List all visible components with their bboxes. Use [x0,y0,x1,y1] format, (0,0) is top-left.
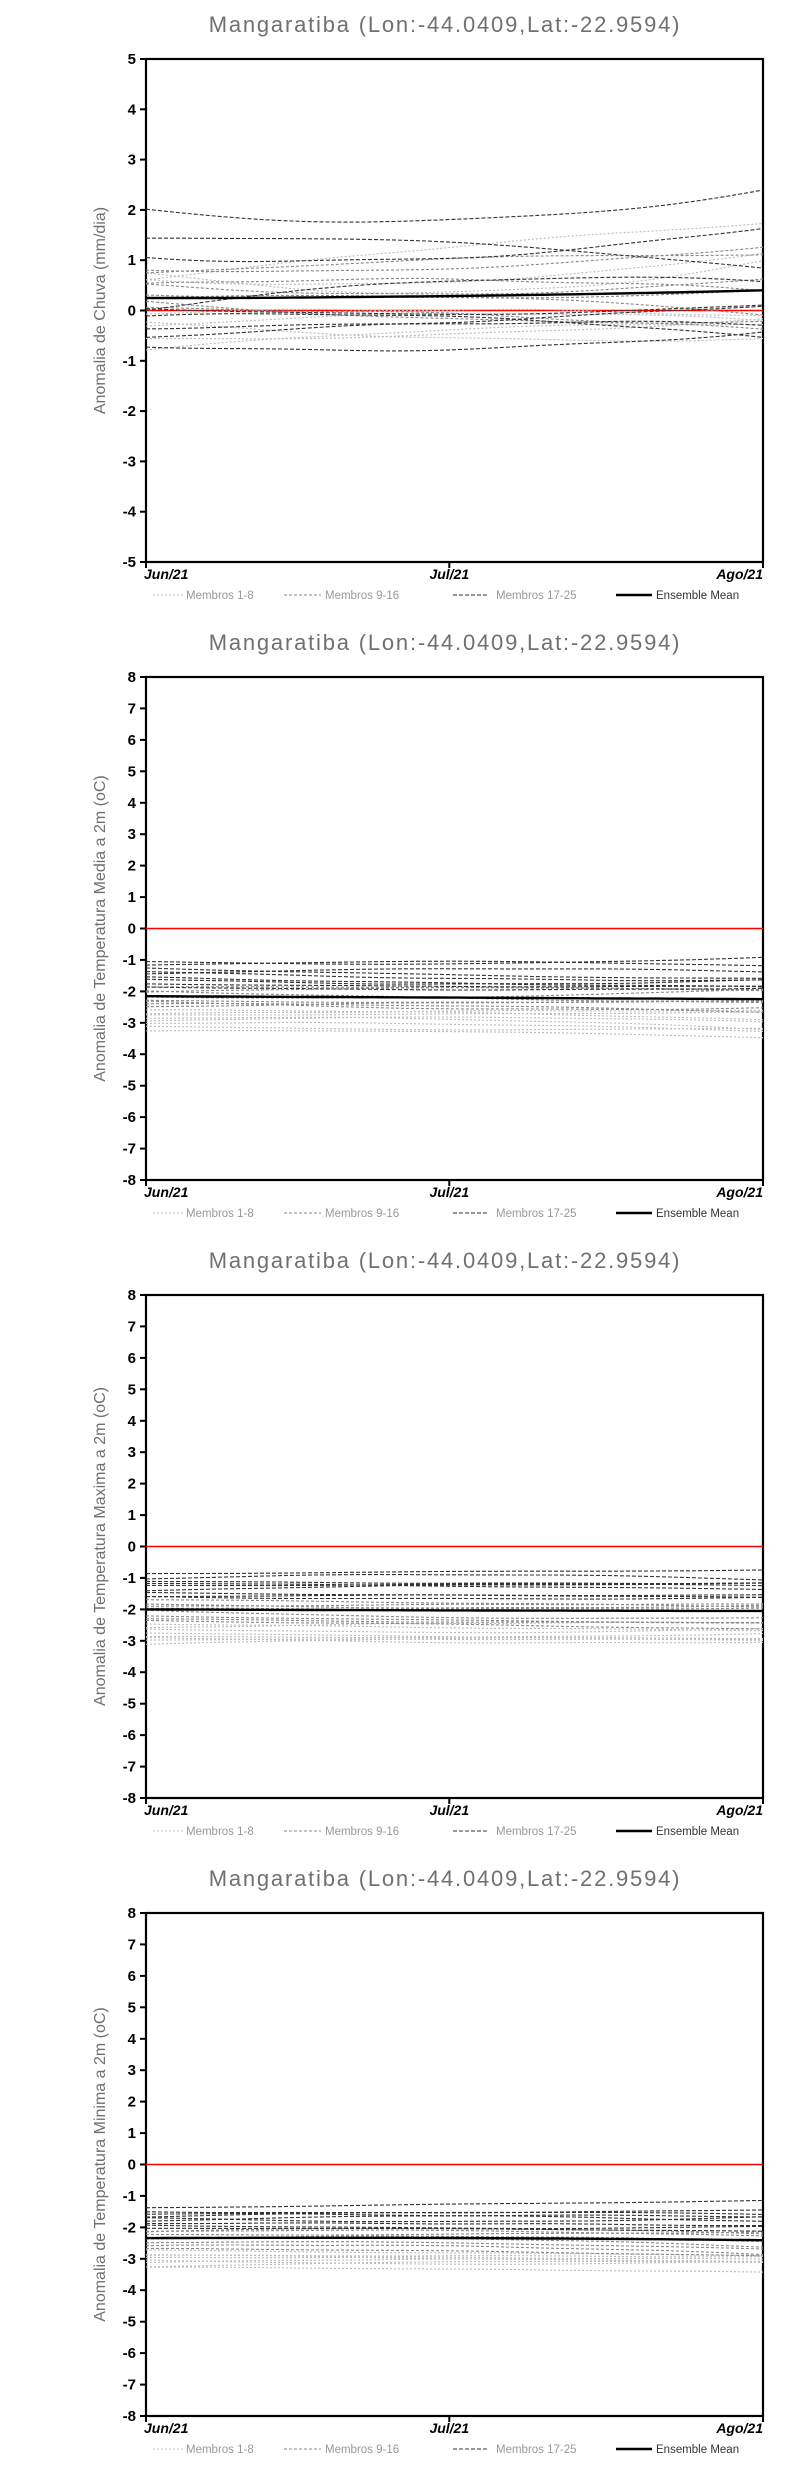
svg-text:Anomalia de Chuva (mm/dia): Anomalia de Chuva (mm/dia) [92,207,109,414]
svg-text:Ago/21: Ago/21 [715,566,763,582]
svg-text:8: 8 [128,1287,136,1304]
svg-text:-2: -2 [123,983,136,1000]
svg-text:Membros 17-25: Membros 17-25 [496,2444,577,2456]
svg-text:8: 8 [128,669,136,686]
svg-text:-5: -5 [123,2314,136,2331]
svg-text:3: 3 [128,826,136,843]
svg-text:Ago/21: Ago/21 [715,1802,763,1818]
svg-text:-6: -6 [123,2345,136,2362]
svg-text:3: 3 [128,2062,136,2079]
svg-text:0: 0 [128,303,136,320]
svg-text:-6: -6 [123,1727,136,1744]
svg-text:-2: -2 [123,1601,136,1618]
svg-text:5: 5 [128,1999,136,2016]
svg-text:-4: -4 [123,504,137,521]
svg-text:0: 0 [128,2157,136,2174]
svg-text:-7: -7 [123,1759,136,1776]
svg-text:2: 2 [128,858,136,875]
svg-text:6: 6 [128,732,136,749]
svg-text:Membros 9-16: Membros 9-16 [325,1826,399,1838]
svg-text:Jul/21: Jul/21 [429,2420,469,2436]
svg-text:Anomalia de Temperatura Media: Anomalia de Temperatura Media a 2m (oC) [92,775,109,1082]
svg-text:-4: -4 [123,2282,137,2299]
svg-text:Ensemble Mean: Ensemble Mean [656,590,739,602]
svg-text:1: 1 [128,1507,136,1524]
svg-text:5: 5 [128,763,136,780]
svg-text:-5: -5 [123,1078,136,1095]
svg-text:-8: -8 [123,2408,136,2425]
svg-text:-2: -2 [123,2219,136,2236]
svg-text:7: 7 [128,1318,136,1335]
svg-text:Membros 9-16: Membros 9-16 [325,590,399,602]
svg-text:Jun/21: Jun/21 [144,1802,189,1818]
svg-text:Ensemble Mean: Ensemble Mean [656,1208,739,1220]
svg-text:-7: -7 [123,1141,136,1158]
svg-text:-5: -5 [123,1696,136,1713]
svg-text:Membros 1-8: Membros 1-8 [186,2444,254,2456]
svg-text:1: 1 [128,2125,136,2142]
svg-text:8: 8 [128,1905,136,1922]
svg-text:-1: -1 [123,353,136,370]
svg-text:Jun/21: Jun/21 [144,566,189,582]
svg-text:4: 4 [128,1413,137,1430]
svg-text:Jul/21: Jul/21 [429,566,469,582]
svg-text:5: 5 [128,1381,136,1398]
svg-text:6: 6 [128,1968,136,1985]
svg-text:0: 0 [128,1539,136,1556]
svg-text:-8: -8 [123,1790,136,1807]
svg-text:-1: -1 [123,1570,136,1587]
svg-text:-3: -3 [123,1015,136,1032]
svg-text:-2: -2 [123,403,136,420]
svg-text:2: 2 [128,2094,136,2111]
svg-text:4: 4 [128,2031,137,2048]
svg-text:-3: -3 [123,453,136,470]
svg-text:-5: -5 [123,554,136,571]
svg-text:Jun/21: Jun/21 [144,1184,189,1200]
svg-text:-1: -1 [123,952,136,969]
svg-text:Jul/21: Jul/21 [429,1802,469,1818]
svg-text:Anomalia de Temperatura Maxima: Anomalia de Temperatura Maxima a 2m (oC) [92,1387,109,1706]
svg-text:Ago/21: Ago/21 [715,1184,763,1200]
svg-text:0: 0 [128,921,136,938]
svg-text:Mangaratiba (Lon:-44.0409,Lat:: Mangaratiba (Lon:-44.0409,Lat:-22.9594) [209,1866,682,1891]
svg-text:2: 2 [128,202,136,219]
svg-text:5: 5 [128,51,136,68]
svg-text:-4: -4 [123,1046,137,1063]
svg-text:Membros 17-25: Membros 17-25 [496,1208,577,1220]
svg-text:Ensemble Mean: Ensemble Mean [656,2444,739,2456]
svg-text:1: 1 [128,889,136,906]
svg-text:Membros 9-16: Membros 9-16 [325,2444,399,2456]
svg-text:-3: -3 [123,2251,136,2268]
svg-text:7: 7 [128,1936,136,1953]
svg-text:-8: -8 [123,1172,136,1189]
svg-text:Jun/21: Jun/21 [144,2420,189,2436]
svg-text:2: 2 [128,1476,136,1493]
svg-text:-6: -6 [123,1109,136,1126]
svg-text:Membros 17-25: Membros 17-25 [496,590,577,602]
svg-text:Membros 17-25: Membros 17-25 [496,1826,577,1838]
svg-text:1: 1 [128,252,136,269]
svg-text:Ago/21: Ago/21 [715,2420,763,2436]
svg-text:3: 3 [128,1444,136,1461]
svg-text:Ensemble Mean: Ensemble Mean [656,1826,739,1838]
svg-text:-4: -4 [123,1664,137,1681]
svg-text:4: 4 [128,101,137,118]
svg-text:Membros 1-8: Membros 1-8 [186,1826,254,1838]
svg-text:Jul/21: Jul/21 [429,1184,469,1200]
svg-text:6: 6 [128,1350,136,1367]
svg-text:7: 7 [128,700,136,717]
svg-text:3: 3 [128,152,136,169]
svg-text:Mangaratiba (Lon:-44.0409,Lat:: Mangaratiba (Lon:-44.0409,Lat:-22.9594) [209,1248,682,1273]
svg-text:Mangaratiba (Lon:-44.0409,Lat:: Mangaratiba (Lon:-44.0409,Lat:-22.9594) [209,630,682,655]
svg-text:Mangaratiba (Lon:-44.0409,Lat:: Mangaratiba (Lon:-44.0409,Lat:-22.9594) [209,12,682,37]
svg-text:-3: -3 [123,1633,136,1650]
svg-text:Anomalia de Temperatura Minima: Anomalia de Temperatura Minima a 2m (oC) [92,2007,109,2322]
svg-text:-1: -1 [123,2188,136,2205]
svg-text:Membros 1-8: Membros 1-8 [186,590,254,602]
svg-text:Membros 1-8: Membros 1-8 [186,1208,254,1220]
svg-text:4: 4 [128,795,137,812]
svg-text:Membros 9-16: Membros 9-16 [325,1208,399,1220]
svg-text:-7: -7 [123,2377,136,2394]
